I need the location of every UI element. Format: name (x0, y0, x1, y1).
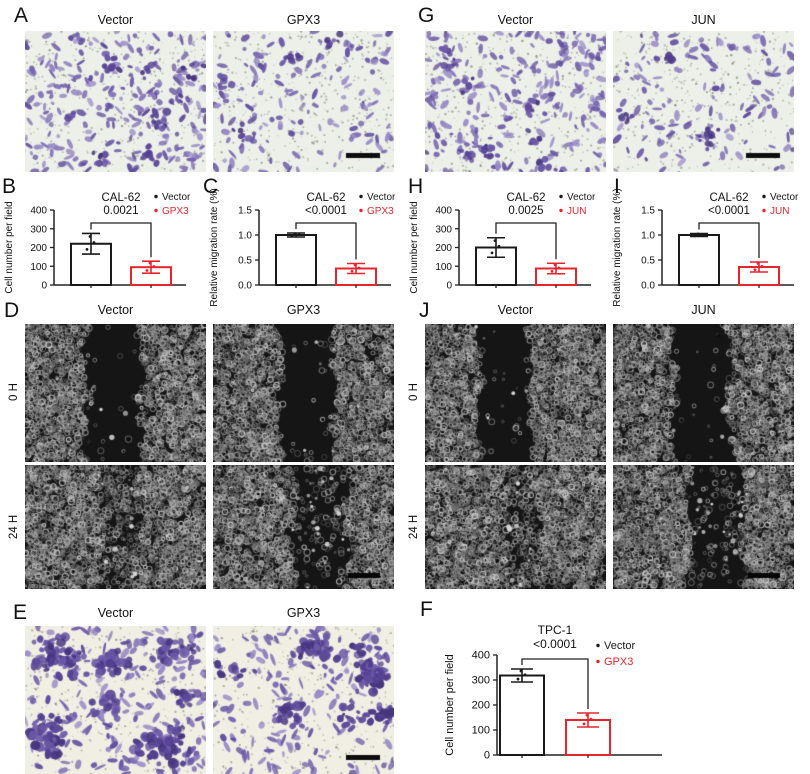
svg-text:0.0: 0.0 (238, 281, 252, 292)
svg-text:JUN: JUN (770, 206, 789, 217)
micrograph-e-gpx3-transwell (213, 626, 394, 774)
svg-text:CAL-62: CAL-62 (507, 192, 546, 204)
svg-text:Cell number per field: Cell number per field (409, 201, 420, 293)
svg-text:300: 300 (30, 224, 47, 235)
column-header-j-vector: Vector (497, 303, 534, 317)
svg-text:400: 400 (435, 206, 452, 217)
svg-text:<0.0001: <0.0001 (708, 205, 750, 217)
column-header-d-vector: Vector (97, 303, 134, 317)
svg-text:GPX3: GPX3 (604, 656, 633, 668)
svg-text:200: 200 (472, 700, 490, 712)
svg-text:JUN: JUN (567, 206, 586, 217)
svg-text:CAL-62: CAL-62 (102, 192, 141, 204)
svg-text:100: 100 (472, 725, 490, 737)
micrograph-d-vector-0h-wound (25, 324, 206, 462)
svg-text:1.5: 1.5 (641, 206, 655, 217)
svg-text:100: 100 (435, 262, 452, 273)
micrograph-a-gpx3-transwell (213, 31, 394, 172)
svg-text:0: 0 (484, 750, 490, 762)
svg-text:0.0025: 0.0025 (508, 205, 543, 217)
panel-label-e: E (13, 601, 28, 624)
row-label-d-0h: 0 H (8, 383, 20, 401)
column-header-e-gpx3: GPX3 (286, 606, 321, 620)
micrograph-d-gpx3-24h-wound (213, 465, 394, 589)
panel-label-a: A (14, 4, 29, 27)
micrograph-g-vector-transwell (425, 31, 606, 172)
micrograph-d-gpx3-0h-wound (213, 324, 394, 462)
svg-text:Relative migration rate (%): Relative migration rate (%) (612, 188, 623, 306)
micrograph-j-vector-0h-wound (425, 324, 606, 462)
panel-label-g: G (418, 4, 435, 27)
column-header-e-vector: Vector (97, 606, 134, 620)
micrograph-j-jun-24h-wound (613, 465, 794, 589)
svg-text:1.0: 1.0 (641, 231, 655, 242)
svg-text:GPX3: GPX3 (367, 206, 394, 217)
column-header-j-jun: JUN (691, 303, 716, 317)
panel-label-f: F (420, 598, 433, 621)
micrograph-j-jun-0h-wound (613, 324, 794, 462)
svg-text:CAL-62: CAL-62 (307, 192, 346, 204)
svg-text:1.5: 1.5 (238, 206, 252, 217)
svg-text:Cell number per field: Cell number per field (444, 654, 456, 756)
panel-label-h: H (408, 175, 424, 198)
row-label-j-24h: 24 H (408, 514, 420, 540)
svg-text:0: 0 (446, 281, 452, 292)
micrograph-j-vector-24h-wound (425, 465, 606, 589)
svg-text:400: 400 (30, 206, 47, 217)
svg-text:0.5: 0.5 (238, 256, 252, 267)
svg-text:Relative migration rate (%): Relative migration rate (%) (209, 188, 220, 306)
row-label-d-24h: 24 H (8, 514, 20, 540)
svg-text:Vector: Vector (567, 192, 596, 203)
svg-text:Vector: Vector (367, 192, 396, 203)
bar-chart-b-cal62-cell-number: Cell number per field 0 100 200 300 400 CAL-62… (4, 192, 191, 294)
panel-label-i: I (614, 175, 620, 198)
svg-text:0.0021: 0.0021 (103, 205, 138, 217)
svg-text:200: 200 (30, 243, 47, 254)
svg-text:Cell number per field: Cell number per field (4, 201, 15, 293)
svg-text:Vector: Vector (770, 192, 799, 203)
svg-text:400: 400 (472, 650, 490, 662)
column-header-g-vector: Vector (497, 13, 534, 27)
bar-chart-f-tpc1-cell-number: Cell number per field 0 100 200 300 400 TPC-1<… (444, 623, 662, 762)
svg-text:200: 200 (435, 243, 452, 254)
column-header-d-gpx3: GPX3 (286, 303, 321, 317)
svg-text:0.0: 0.0 (641, 281, 655, 292)
svg-text:Vector: Vector (604, 640, 636, 652)
micrograph-d-vector-24h-wound (25, 465, 206, 589)
row-label-j-0h: 0 H (408, 383, 420, 401)
bar-chart-h-cal62-cell-number: Cell number per field 0 100 200 300 400 CAL-62… (409, 192, 596, 294)
panel-label-j: J (419, 299, 430, 322)
micrograph-e-vector-transwell (25, 626, 206, 774)
svg-text:300: 300 (435, 224, 452, 235)
svg-text:0.5: 0.5 (641, 256, 655, 267)
svg-text:1.0: 1.0 (238, 231, 252, 242)
bar-chart-c-cal62-migration-rate: Relative migration rate (%) 0.0 0.5 1.0 1.5 C… (209, 188, 396, 306)
column-header-a-gpx3: GPX3 (286, 13, 321, 27)
svg-text:0: 0 (41, 281, 47, 292)
svg-text:<0.0001: <0.0001 (305, 205, 347, 217)
svg-text:TPC-1: TPC-1 (538, 623, 573, 637)
panel-label-b: B (2, 175, 17, 198)
micrograph-g-jun-transwell (613, 31, 794, 172)
svg-text:CAL-62: CAL-62 (710, 192, 749, 204)
panel-label-d: D (4, 299, 20, 322)
svg-text:<0.0001: <0.0001 (533, 637, 577, 651)
svg-text:300: 300 (472, 675, 490, 687)
panel-label-c: C (203, 175, 219, 198)
column-header-a-vector: Vector (97, 13, 134, 27)
svg-text:Vector: Vector (162, 192, 191, 203)
bar-chart-i-cal62-migration-rate: Relative migration rate (%) 0.0 0.5 1.0 1.5 C… (612, 188, 799, 306)
svg-text:100: 100 (30, 262, 47, 273)
micrograph-a-vector-transwell (25, 31, 206, 172)
column-header-g-jun: JUN (691, 13, 716, 27)
svg-text:GPX3: GPX3 (162, 206, 189, 217)
